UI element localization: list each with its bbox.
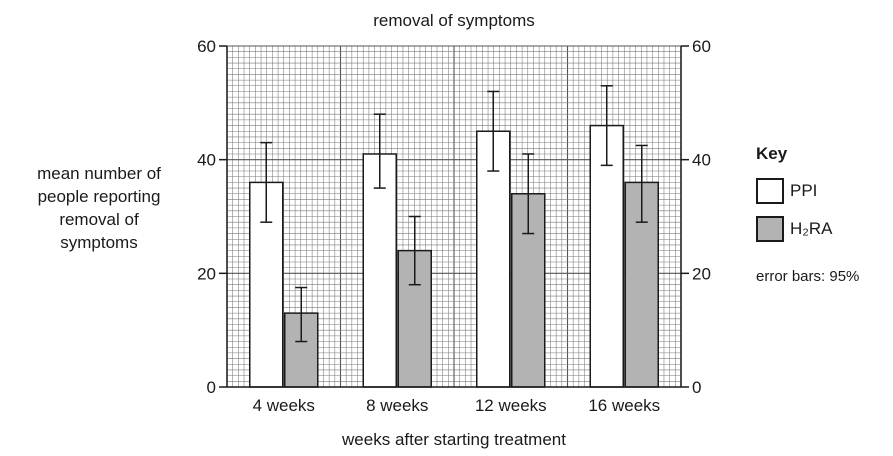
y-axis-label-line: removal of — [59, 210, 139, 229]
x-tick-label: 4 weeks — [253, 396, 315, 415]
legend-label-ppi: PPI — [790, 181, 818, 200]
y-tick-label-right: 40 — [692, 151, 711, 170]
y-tick-label-right: 20 — [692, 264, 711, 283]
y-axis-label-line: people reporting — [37, 187, 161, 206]
y-tick-label-left: 20 — [197, 264, 216, 283]
chart-bars — [249, 85, 659, 388]
chart-axes: 4 weeks 8 weeks 12 weeks 16 weeks 0 0 20 20 40 40… — [197, 37, 711, 415]
legend-item-ppi: PPI — [756, 172, 833, 210]
y-axis-label: mean number of people reporting removal … — [0, 162, 198, 254]
legend-title: Key — [756, 144, 788, 163]
y-tick-label-left: 40 — [197, 151, 216, 170]
legend-swatch-ppi — [756, 178, 784, 204]
y-tick-label-right: 0 — [692, 378, 701, 397]
legend-swatch-h2ra — [756, 216, 784, 242]
x-tick-label: 12 weeks — [475, 396, 547, 415]
x-tick-label: 8 weeks — [366, 396, 428, 415]
y-tick-label-right: 60 — [692, 37, 711, 56]
legend-label-h2ra: H₂RA — [790, 219, 833, 238]
y-axis-label-line: mean number of — [37, 164, 161, 183]
x-tick-label: 16 weeks — [588, 396, 660, 415]
error-bar-note: error bars: 95% — [756, 268, 860, 285]
y-axis-label-line: symptoms — [60, 233, 138, 252]
legend: Key PPI H₂RA — [756, 144, 833, 248]
legend-item-h2ra: H₂RA — [756, 210, 833, 248]
x-axis-label: weeks after starting treatment — [341, 430, 566, 449]
bar-ppi — [362, 153, 397, 388]
bar-ppi — [476, 130, 511, 388]
bar-ppi — [589, 124, 624, 388]
y-tick-label-left: 60 — [197, 37, 216, 56]
y-tick-label-left: 0 — [207, 378, 216, 397]
chart-title: removal of symptoms — [373, 11, 535, 30]
